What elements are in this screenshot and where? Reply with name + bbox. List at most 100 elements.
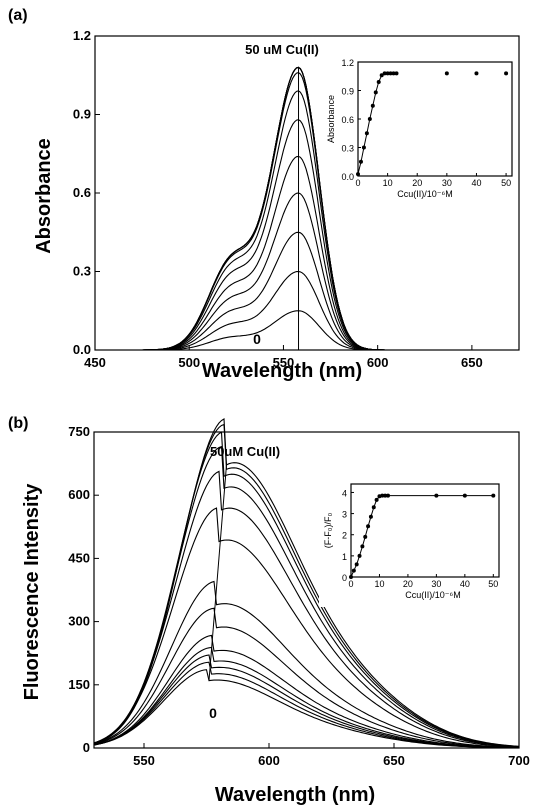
panel-b-inset-y-tick-label: 4 bbox=[342, 488, 347, 498]
panel-a-inset-x-tick-label: 10 bbox=[383, 178, 393, 188]
panel-b-x-tick-label: 550 bbox=[133, 753, 155, 768]
panel-a-inset-point bbox=[361, 145, 366, 150]
panel-b-inset-y-tick-label: 0 bbox=[342, 573, 347, 583]
panel-b-inset-y-tick-label: 3 bbox=[342, 510, 347, 520]
panel-a-label: (a) bbox=[8, 7, 28, 24]
panel-b-annotation-zero: 0 bbox=[209, 705, 217, 721]
panel-a-inset-x-tick-label: 40 bbox=[471, 178, 481, 188]
panel-a-y-tick-label: 0.3 bbox=[73, 264, 91, 279]
panel-b-annotation-top: 50uM Cu(II) bbox=[210, 444, 280, 459]
panel-a-inset-x-tick-label: 0 bbox=[355, 178, 360, 188]
panel-a-inset-point bbox=[474, 71, 479, 76]
panel-a-inset-y-title: Absorbance bbox=[326, 95, 336, 143]
panel-a-inset-point bbox=[385, 71, 390, 76]
panel-b-peak-shift-line bbox=[208, 464, 227, 681]
panel-b-series-line-7 bbox=[93, 507, 520, 748]
panel-b-x-axis-title: Wavelength (nm) bbox=[215, 784, 375, 806]
panel-b: (b) Fluorescence Intensity Wavelength (n… bbox=[8, 415, 530, 806]
panel-b-inset: 0 10 20 30 40 50 0 1 2 3 4 (F-F₀)/F₀ Ccu(II)/10⁻⁶M bbox=[319, 478, 505, 607]
panel-a-x-tick-label: 650 bbox=[461, 355, 483, 370]
panel-b-inset-x-title: Ccu(II)/10⁻⁶M bbox=[405, 590, 460, 600]
panel-b-label: (b) bbox=[8, 415, 28, 432]
panel-b-inset-point bbox=[380, 493, 385, 498]
panel-b-x-tick-label: 700 bbox=[508, 753, 530, 768]
panel-a-inset-x-title: Ccu(II)/10⁻⁶M bbox=[397, 189, 452, 199]
panel-a-inset-point bbox=[444, 71, 449, 76]
panel-a-inset-point bbox=[376, 79, 381, 84]
panel-b-series-line-6 bbox=[93, 580, 519, 748]
panel-b-inset-x-tick-label: 10 bbox=[374, 579, 384, 589]
panel-a-x-axis-title: Wavelength (nm) bbox=[202, 360, 362, 382]
panel-a-inset-point bbox=[382, 71, 387, 76]
panel-b-frame bbox=[93, 431, 520, 749]
panel-b-inset-point bbox=[383, 493, 388, 498]
panel-b-series-line-12 bbox=[93, 418, 520, 747]
panel-b-inset-x-tick-label: 20 bbox=[403, 579, 413, 589]
panel-b-inset-point bbox=[354, 562, 359, 567]
panel-a-inset-point bbox=[367, 117, 372, 121]
panel-b-inset-y-tick-label: 1 bbox=[342, 552, 347, 562]
panel-a-x-tick-label: 450 bbox=[84, 355, 106, 370]
panel-a-y-tick-label: 0.9 bbox=[73, 107, 91, 122]
panel-b-inset-point bbox=[374, 497, 379, 502]
panel-b-series-line-3 bbox=[93, 646, 519, 749]
panel-a-series-line-4 bbox=[95, 192, 401, 351]
panel-b-curves bbox=[93, 418, 520, 749]
panel-b-y-tick-label: 150 bbox=[68, 677, 90, 692]
panel-b-series-line-5 bbox=[93, 607, 520, 749]
panel-b-inset-point bbox=[371, 505, 376, 510]
panel-a-inset-y-tick-label: 0.9 bbox=[341, 87, 354, 97]
panel-b-inset-point bbox=[434, 493, 439, 498]
panel-a-inset-x-tick-label: 30 bbox=[442, 178, 452, 188]
panel-a-y-tick-label: 0.0 bbox=[73, 342, 91, 357]
panel-b-x-tick-label: 600 bbox=[258, 753, 280, 768]
panel-a-inset-point bbox=[373, 90, 378, 95]
panel-a-inset-x-tick-label: 50 bbox=[501, 178, 511, 188]
panel-a-x-tick-label: 500 bbox=[178, 355, 200, 370]
panel-b-inset-frame bbox=[350, 483, 500, 578]
panel-b-inset-x-tick-label: 50 bbox=[488, 579, 498, 589]
panel-a-inset-point bbox=[394, 71, 399, 76]
panel-b-inset-x-tick-label: 30 bbox=[431, 579, 441, 589]
panel-a-inset-point bbox=[356, 172, 360, 177]
panel-b-series-line-8 bbox=[93, 470, 520, 748]
panel-b-inset-background bbox=[319, 478, 505, 607]
panel-b-inset-point bbox=[386, 493, 390, 498]
panel-a-curves bbox=[95, 66, 401, 351]
panel-b-series-line-4 bbox=[93, 634, 520, 749]
panel-a-y-tick-label: 1.2 bbox=[73, 28, 91, 43]
panel-b-inset-x-tick-label: 40 bbox=[460, 579, 470, 589]
panel-a-inset-point bbox=[358, 159, 363, 164]
panel-a-inset-y-tick-label: 1.2 bbox=[341, 58, 354, 68]
panel-a-series-line-12 bbox=[95, 66, 401, 351]
panel-b-inset-x-tick-label: 0 bbox=[348, 579, 353, 589]
panel-b-inset-point bbox=[368, 514, 373, 519]
panel-a-inset-point bbox=[370, 103, 375, 108]
panel-b-inset-point bbox=[366, 524, 371, 529]
panel-a-y-axis-title: Absorbance bbox=[33, 138, 55, 254]
panel-a-x-tick-label: 600 bbox=[367, 355, 389, 370]
panel-b-y-axis-title: Fluorescence Intensity bbox=[21, 483, 43, 701]
panel-a-inset-background bbox=[328, 56, 518, 208]
panel-a-inset-point bbox=[364, 131, 369, 136]
panel-b-y-tick-label: 0 bbox=[83, 740, 90, 755]
panel-b-inset-y-title: (F-F₀)/F₀ bbox=[323, 513, 333, 549]
panel-a-inset-y-tick-label: 0.3 bbox=[341, 144, 354, 154]
panel-a-inset-point bbox=[388, 71, 393, 76]
panel-b-inset-point bbox=[349, 575, 353, 579]
panel-b-inset-point bbox=[351, 568, 356, 573]
panel-a-inset-point bbox=[391, 71, 396, 76]
panel-a-inset-x-tick-label: 20 bbox=[412, 178, 422, 188]
panel-b-x-tick-label: 650 bbox=[383, 753, 405, 768]
panel-a-annotation-zero: 0 bbox=[253, 331, 261, 347]
panel-a-inset-y-tick-label: 0.0 bbox=[341, 172, 354, 182]
panel-a-series-line-3 bbox=[95, 231, 401, 351]
panel-b-inset-point bbox=[462, 493, 467, 498]
panel-b-y-tick-label: 750 bbox=[68, 424, 90, 439]
panel-a-y-tick-label: 0.6 bbox=[73, 185, 91, 200]
panel-a-series-line-2 bbox=[95, 270, 401, 351]
panel-a-annotation-top: 50 uM Cu(II) bbox=[245, 42, 319, 57]
panel-a: (a) Absorbance Wavelength (nm) 50 uM Cu(… bbox=[8, 7, 520, 382]
